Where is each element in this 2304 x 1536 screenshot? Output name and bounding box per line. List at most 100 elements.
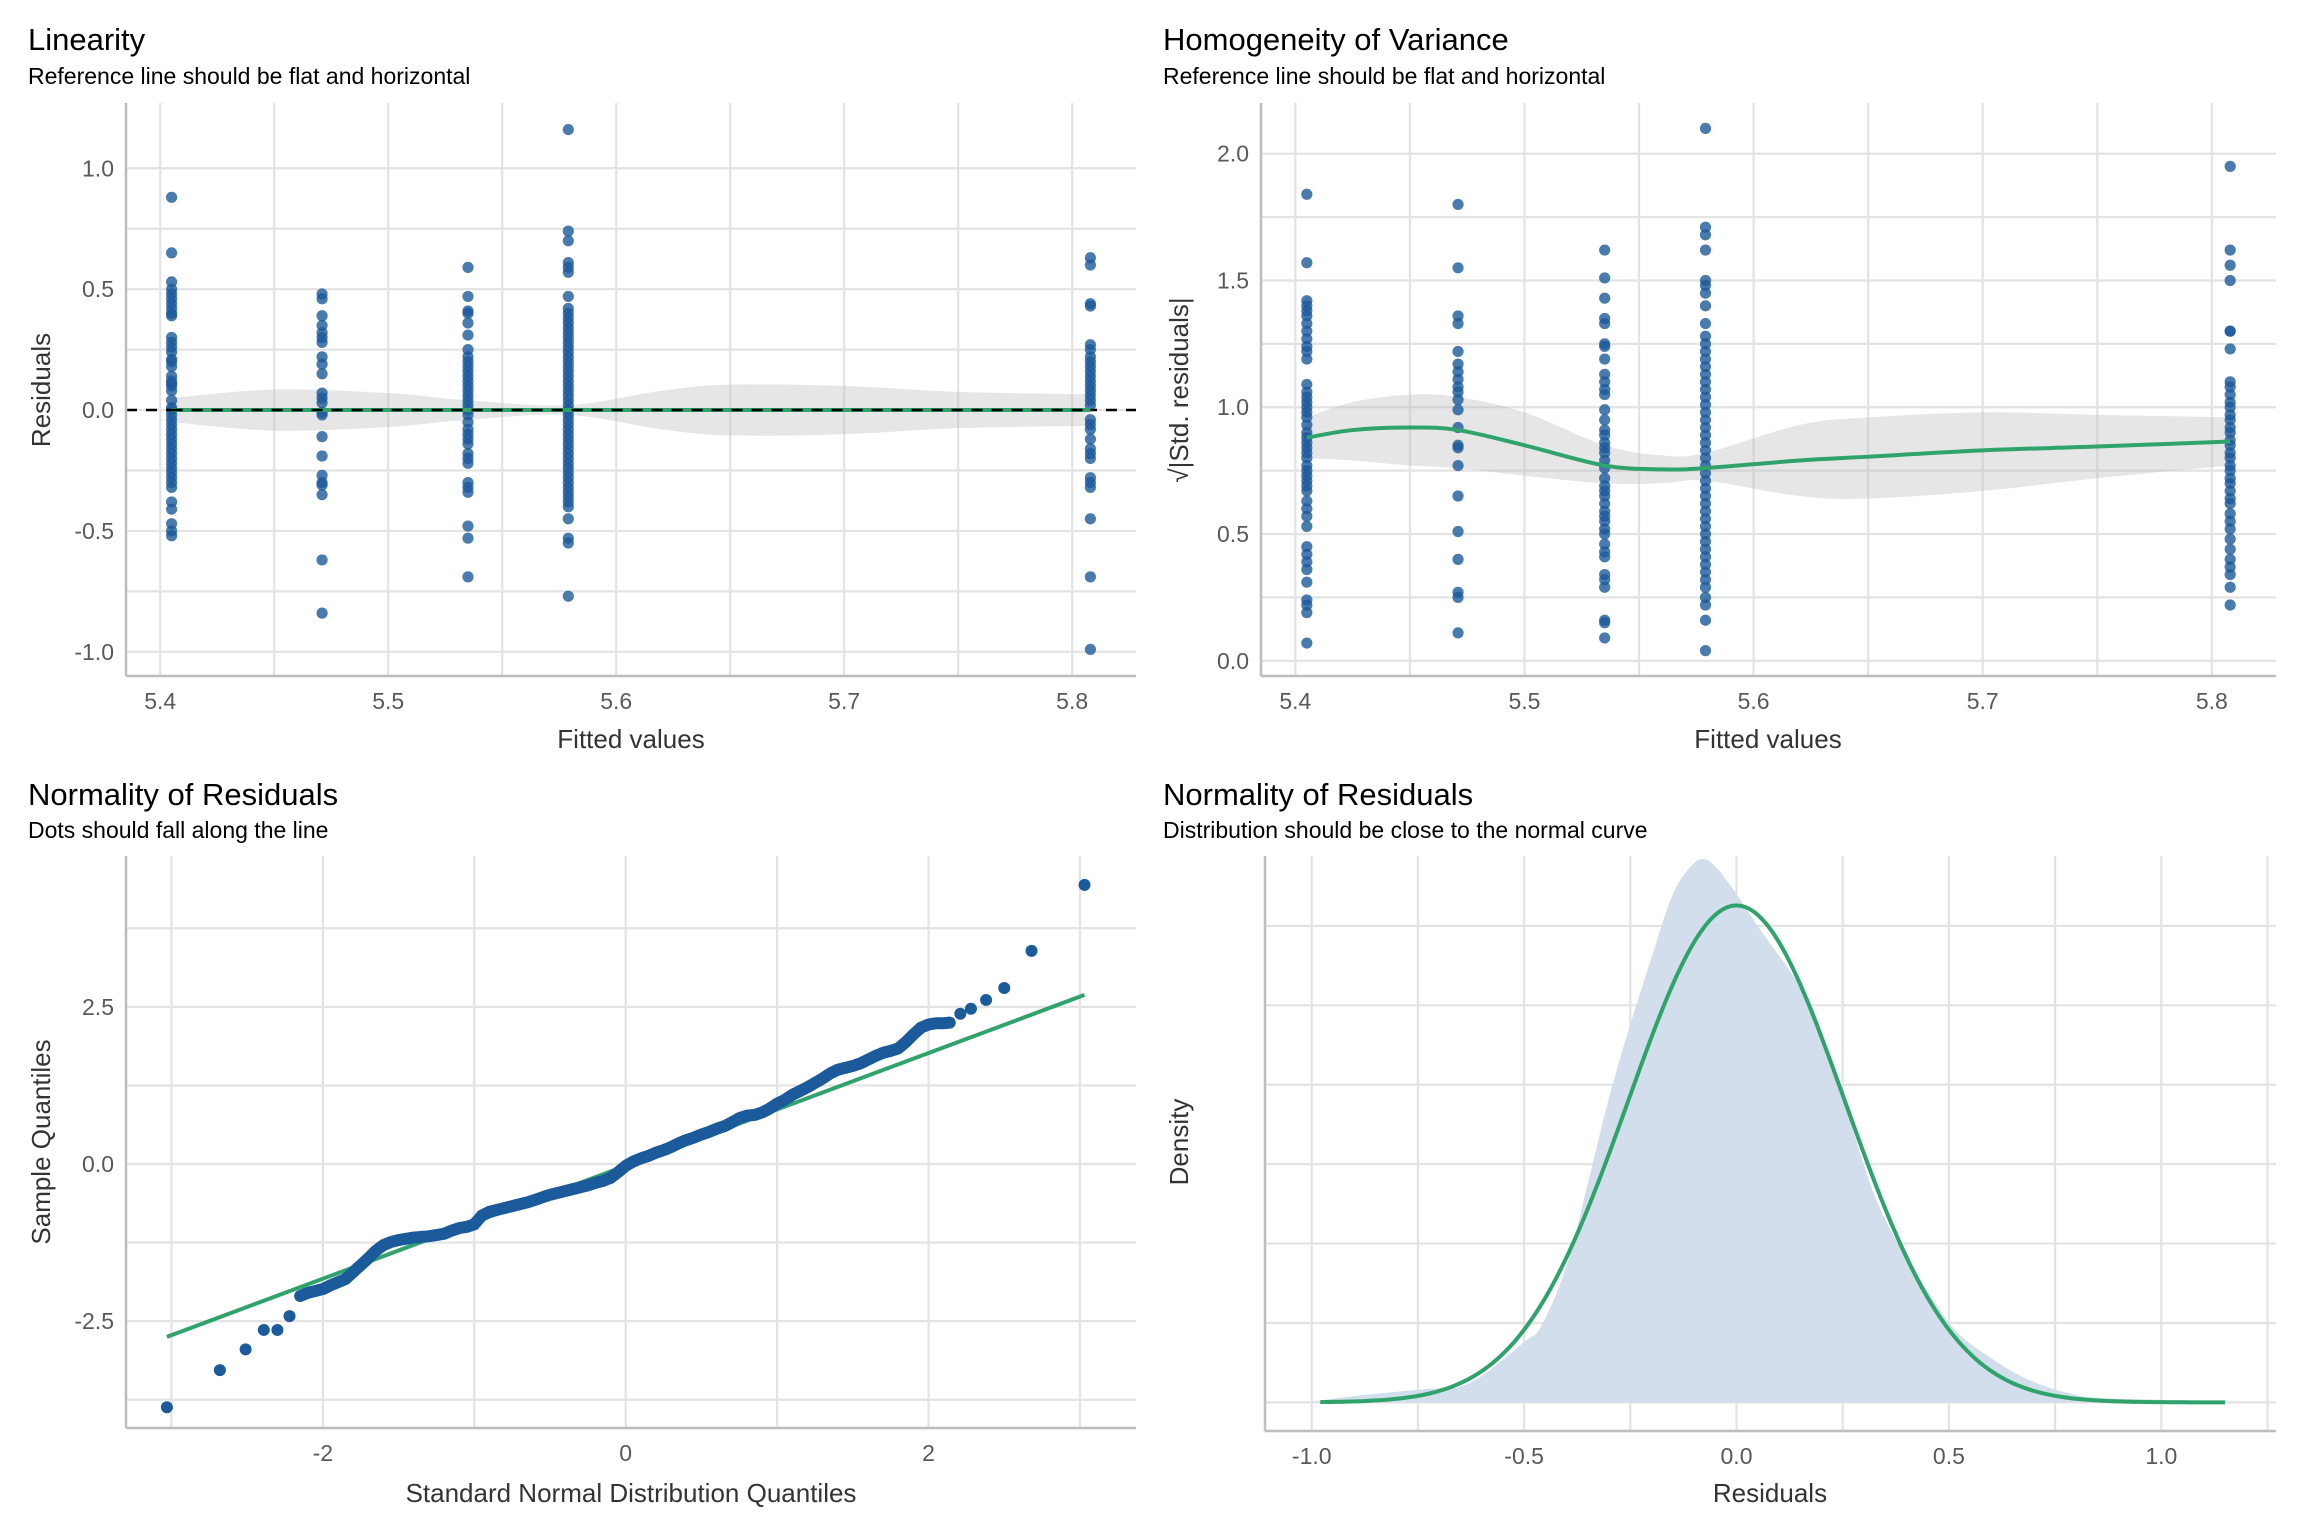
data-point <box>562 513 574 525</box>
x-tick-label: 0.0 <box>1721 1443 1753 1469</box>
plot-area: -1.0 -0.5 0.0 0.5 1.0 <box>1263 856 2276 1469</box>
x-tick-label: 1.0 <box>2145 1443 2177 1469</box>
data-point <box>1301 257 1313 269</box>
gridlines <box>126 103 1136 676</box>
qq-point <box>980 993 993 1006</box>
y-axis-title: Density <box>1164 1099 1194 1186</box>
panel-title: Linearity <box>28 22 146 57</box>
data-point <box>1301 563 1313 576</box>
data-point <box>1084 300 1097 312</box>
y-tick-label: 2.5 <box>82 994 114 1020</box>
panel-subtitle: Dots should fall along the line <box>28 817 328 843</box>
data-point <box>1084 452 1097 465</box>
data-point <box>1452 442 1464 454</box>
data-point <box>316 431 328 443</box>
data-point <box>1084 571 1097 583</box>
data-point <box>2224 274 2236 287</box>
data-point <box>1084 399 1097 411</box>
x-tick-label: 5.4 <box>144 688 176 714</box>
data-point <box>165 310 178 322</box>
panel-subtitle: Distribution should be close to the norm… <box>1163 817 1648 843</box>
data-point <box>1699 287 1712 299</box>
data-point <box>462 329 474 341</box>
qq-point <box>213 1364 226 1377</box>
data-point <box>462 486 474 498</box>
x-tick-label: 5.7 <box>828 688 860 714</box>
y-tick-label: 0.5 <box>82 276 114 302</box>
data-point <box>1599 292 1611 304</box>
y-tick-label: -0.5 <box>74 518 114 544</box>
qq-point <box>1025 944 1038 957</box>
y-tick-label: -2.5 <box>74 1308 114 1334</box>
data-point <box>562 225 574 237</box>
data-point <box>1599 244 1611 256</box>
x-tick-label: -1.0 <box>1292 1443 1332 1469</box>
data-point <box>1301 576 1313 588</box>
plot-area: 5.4 5.5 5.6 5.7 5.8 -1.0 -0.5 0.0 0.5 1.0 <box>74 103 1136 714</box>
data-point <box>1452 317 1464 330</box>
x-tick-label: 5.8 <box>1056 688 1088 714</box>
data-point <box>165 385 178 397</box>
data-point <box>562 501 574 513</box>
data-point <box>562 590 574 602</box>
data-point <box>1699 581 1712 593</box>
y-axis-title: Residuals <box>26 333 56 447</box>
data-point <box>1699 122 1712 134</box>
empirical-density-area <box>1311 859 2226 1403</box>
y-tick-label: 2.0 <box>1217 141 1249 167</box>
data-points <box>160 878 1091 1414</box>
data-point <box>1301 188 1313 200</box>
x-axis-title: Fitted values <box>1694 724 1841 754</box>
data-point <box>1084 433 1097 445</box>
x-tick-label: 2 <box>922 1440 935 1466</box>
data-point <box>462 457 474 469</box>
data-point <box>1599 317 1611 330</box>
data-point <box>1599 617 1611 629</box>
data-point <box>462 290 474 303</box>
data-point <box>1084 423 1097 435</box>
data-point <box>1599 272 1611 284</box>
y-axis-title: √|Std. residuals| <box>1164 297 1194 482</box>
data-point <box>316 336 328 348</box>
x-tick-label: 5.7 <box>1967 688 1999 714</box>
qq-point <box>257 1323 270 1336</box>
x-tick-label: 5.4 <box>1279 688 1311 714</box>
data-point <box>462 571 474 583</box>
data-point <box>1301 510 1313 522</box>
data-point <box>462 261 474 274</box>
data-point <box>562 537 574 549</box>
gridlines <box>1261 103 2276 676</box>
data-point <box>1301 637 1313 649</box>
data-point <box>462 438 474 450</box>
data-point <box>1699 645 1712 657</box>
data-point <box>1452 627 1464 639</box>
data-point <box>165 481 178 494</box>
qq-point <box>283 1310 296 1323</box>
data-point <box>2224 497 2236 510</box>
y-tick-label: 1.0 <box>82 155 114 181</box>
data-point <box>1699 300 1712 312</box>
data-point <box>2224 259 2236 271</box>
data-point <box>1301 353 1313 365</box>
data-point <box>462 307 474 319</box>
data-point <box>562 235 574 247</box>
panel-qq: Normality of Residuals Dots should fall … <box>26 777 1136 1508</box>
data-point <box>316 409 328 421</box>
data-point <box>1452 591 1464 604</box>
data-point <box>2224 244 2236 256</box>
x-tick-label: 5.8 <box>2196 688 2228 714</box>
panel-title: Normality of Residuals <box>28 777 338 812</box>
data-point <box>1599 551 1611 563</box>
panel-subtitle: Reference line should be flat and horizo… <box>28 63 470 89</box>
qq-point <box>271 1323 284 1336</box>
data-point <box>316 607 328 619</box>
data-point <box>2224 160 2236 172</box>
panel-title: Normality of Residuals <box>1163 777 1473 812</box>
data-point <box>165 360 178 373</box>
qq-point <box>239 1343 252 1356</box>
data-point <box>1452 459 1464 472</box>
plot-area: -2 0 2 -2.5 0.0 2.5 <box>74 856 1136 1466</box>
data-point <box>1452 198 1464 211</box>
data-point <box>1301 485 1313 497</box>
